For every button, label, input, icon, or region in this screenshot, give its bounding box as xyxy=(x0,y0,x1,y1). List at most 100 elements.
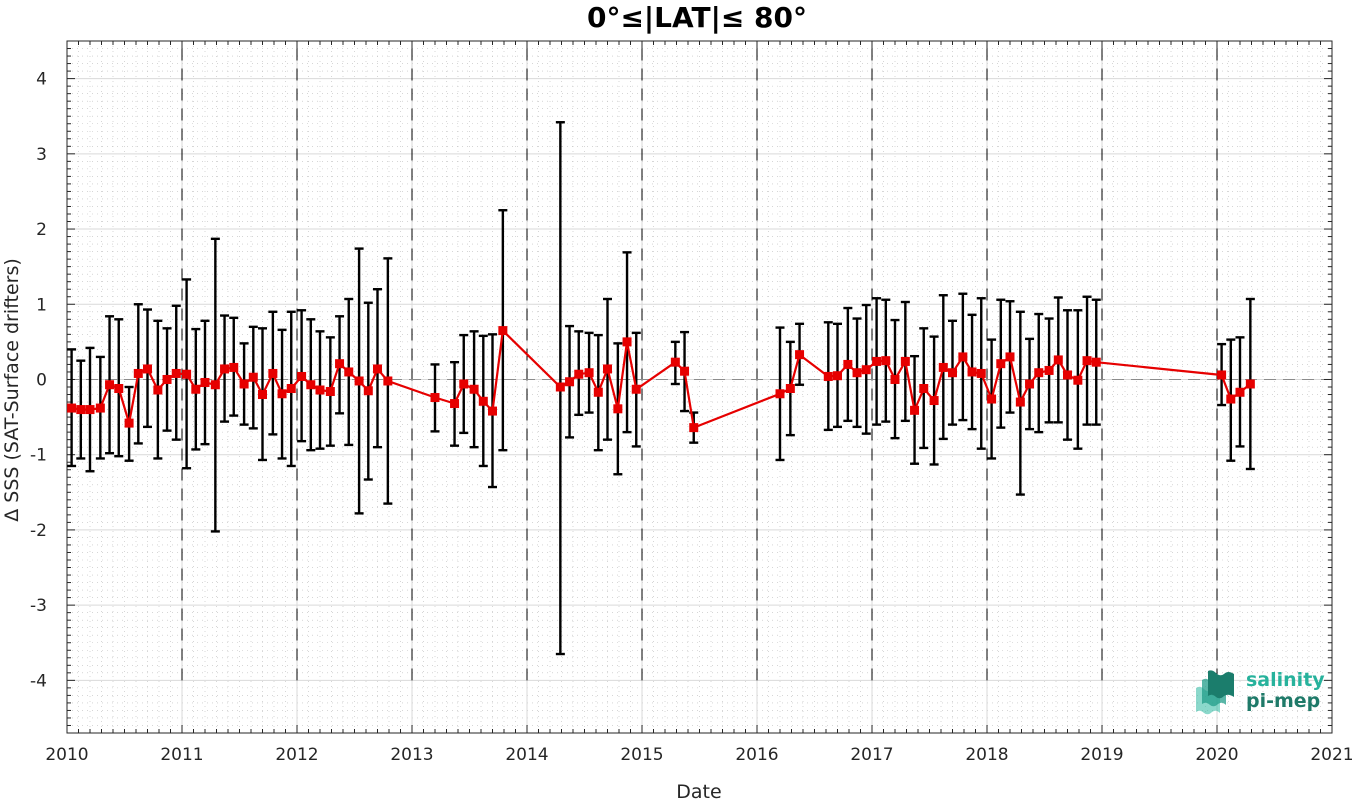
data-point xyxy=(622,337,632,347)
data-point xyxy=(1015,397,1025,407)
data-point xyxy=(450,399,460,409)
data-point xyxy=(1063,370,1072,380)
data-point xyxy=(363,386,373,396)
data-point xyxy=(900,356,910,366)
data-point xyxy=(383,376,393,386)
data-point xyxy=(200,377,210,387)
x-tick-labels: 2010 2011 2012 2013 2014 2015 2016 2017 2018 2019… xyxy=(45,745,1353,765)
wave-logo-icon xyxy=(1196,670,1234,715)
data-point xyxy=(153,385,163,395)
data-point xyxy=(1034,368,1044,378)
data-point xyxy=(335,359,345,369)
data-point xyxy=(861,365,871,375)
data-point xyxy=(162,374,172,384)
data-point xyxy=(823,371,833,381)
data-point xyxy=(344,367,354,377)
x-tick-label: 2015 xyxy=(620,745,663,765)
year-separators xyxy=(181,48,1218,681)
x-tick-label: 2020 xyxy=(1195,745,1238,765)
data-point xyxy=(133,368,143,378)
data-point xyxy=(171,368,181,378)
y-tick-label: -2 xyxy=(30,521,47,541)
data-point xyxy=(1044,365,1054,375)
salinity-pi-mep-logo: salinity pi-mep xyxy=(1196,669,1325,715)
data-point xyxy=(277,389,287,399)
data-point xyxy=(1005,352,1015,362)
data-point xyxy=(286,384,296,394)
data-point xyxy=(785,384,795,394)
data-point xyxy=(890,374,900,384)
data-point xyxy=(210,380,220,390)
data-point xyxy=(76,405,86,415)
data-point xyxy=(248,372,258,382)
data-point xyxy=(1073,375,1083,385)
chart-title: 0°≤|LAT|≤ 80° xyxy=(587,1,807,34)
data-point xyxy=(689,423,699,433)
x-tick-label: 2011 xyxy=(160,745,203,765)
data-point xyxy=(1025,379,1035,389)
x-tick-label: 2019 xyxy=(1080,745,1123,765)
data-point xyxy=(105,380,115,390)
data-point xyxy=(1217,370,1227,380)
data-point xyxy=(95,403,105,413)
data-point xyxy=(488,406,497,416)
data-point xyxy=(670,357,680,367)
data-point xyxy=(613,404,623,414)
data-point xyxy=(114,384,124,394)
data-point xyxy=(1082,356,1092,366)
y-tick-label: 1 xyxy=(36,295,47,315)
data-point xyxy=(843,359,853,369)
data-point xyxy=(948,368,957,378)
data-point xyxy=(987,394,997,404)
y-tick-label: 2 xyxy=(36,220,47,240)
data-point xyxy=(852,368,862,378)
data-point xyxy=(1245,379,1255,389)
y-tick-label: -4 xyxy=(30,671,47,691)
data-point xyxy=(182,369,192,379)
y-tick-labels: 4 3 2 1 0 -1 -2 -3 -4 xyxy=(30,70,47,692)
data-point xyxy=(85,405,95,415)
data-point xyxy=(919,384,929,394)
y-axis-label: Δ SSS (SAT-Surface drifters) xyxy=(1,258,23,522)
data-point xyxy=(268,368,278,378)
data-point xyxy=(872,356,882,366)
data-point xyxy=(478,396,488,406)
data-point xyxy=(191,384,201,394)
grid xyxy=(66,40,1333,734)
data-point xyxy=(680,366,690,376)
data-point xyxy=(220,364,230,374)
data-point xyxy=(430,393,440,403)
data-point xyxy=(1235,387,1245,397)
data-point xyxy=(938,362,948,372)
data-point xyxy=(910,405,920,415)
data-point xyxy=(574,369,584,379)
data-points xyxy=(67,326,1255,433)
data-point xyxy=(775,389,785,399)
data-point xyxy=(996,359,1006,369)
data-point xyxy=(631,384,641,394)
data-point xyxy=(498,326,508,336)
data-point xyxy=(306,380,316,390)
data-point xyxy=(967,367,977,377)
y-tick-label: -3 xyxy=(30,596,47,616)
data-point xyxy=(325,387,335,397)
y-tick-label: 4 xyxy=(36,70,47,90)
data-point xyxy=(833,371,842,381)
data-point xyxy=(297,371,307,381)
data-point xyxy=(565,377,575,387)
x-tick-label: 2016 xyxy=(735,745,778,765)
data-point xyxy=(1053,355,1063,365)
data-point xyxy=(124,418,134,428)
data-point xyxy=(143,364,152,374)
data-point xyxy=(315,385,325,395)
axis-ticks xyxy=(66,40,1333,734)
data-point xyxy=(354,376,364,386)
x-tick-label: 2017 xyxy=(850,745,893,765)
data-point xyxy=(239,379,249,389)
data-point xyxy=(1091,357,1101,367)
x-tick-label: 2021 xyxy=(1310,745,1353,765)
data-point xyxy=(555,382,565,392)
x-tick-label: 2010 xyxy=(45,745,88,765)
data-point xyxy=(229,362,239,372)
data-point xyxy=(67,403,77,413)
